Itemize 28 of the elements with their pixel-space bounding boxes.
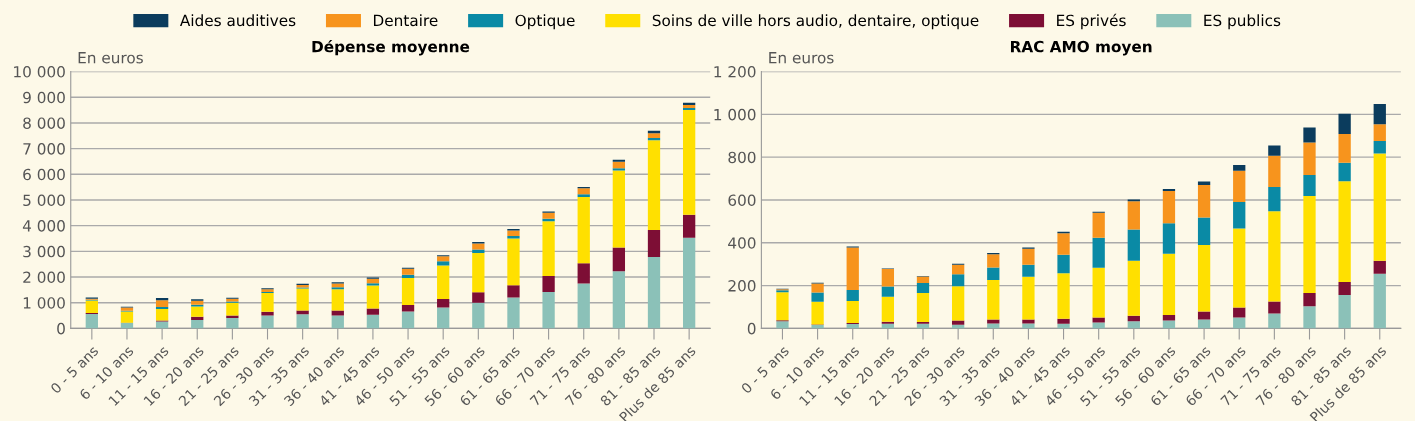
chart-title: RAC AMO moyen — [1010, 40, 1152, 56]
y-axis-title: En euros — [769, 52, 834, 64]
y-tick-label: 0 — [747, 322, 756, 335]
legend-label: ES privés — [1057, 13, 1126, 30]
y-tick-label: 1 000 — [23, 297, 65, 309]
y-tick-label: 200 — [728, 280, 756, 292]
legend-label: Optique — [515, 14, 575, 30]
y-tick-label: 3 000 — [23, 245, 65, 258]
y-tick-label: 1 200 — [714, 66, 756, 78]
legend-label: ES publics — [1204, 14, 1281, 30]
y-axis-title: En euros — [78, 52, 143, 64]
y-tick-label: 9 000 — [23, 91, 65, 104]
legend-label: Dentaire — [373, 14, 438, 27]
y-tick-label: 800 — [728, 151, 756, 164]
y-tick-label: 5 000 — [23, 194, 65, 206]
y-tick-label: 6 000 — [23, 168, 65, 181]
y-tick-label: 10 000 — [14, 66, 65, 78]
y-tick-label: 2 000 — [23, 271, 65, 284]
y-tick-label: 0 — [57, 322, 65, 335]
legend-label: Soins de ville hors audio, dentaire, optique — [652, 14, 979, 30]
y-tick-label: 400 — [728, 237, 756, 249]
y-tick-label: 1 000 — [714, 108, 756, 121]
y-tick-label: 8 000 — [23, 117, 65, 129]
legend-label: Aides auditives — [179, 14, 296, 27]
y-tick-label: 7 000 — [23, 143, 65, 155]
y-tick-label: 4 000 — [22, 220, 65, 232]
chart-title: Dépense moyenne — [312, 39, 470, 56]
y-tick-label: 600 — [728, 194, 756, 206]
